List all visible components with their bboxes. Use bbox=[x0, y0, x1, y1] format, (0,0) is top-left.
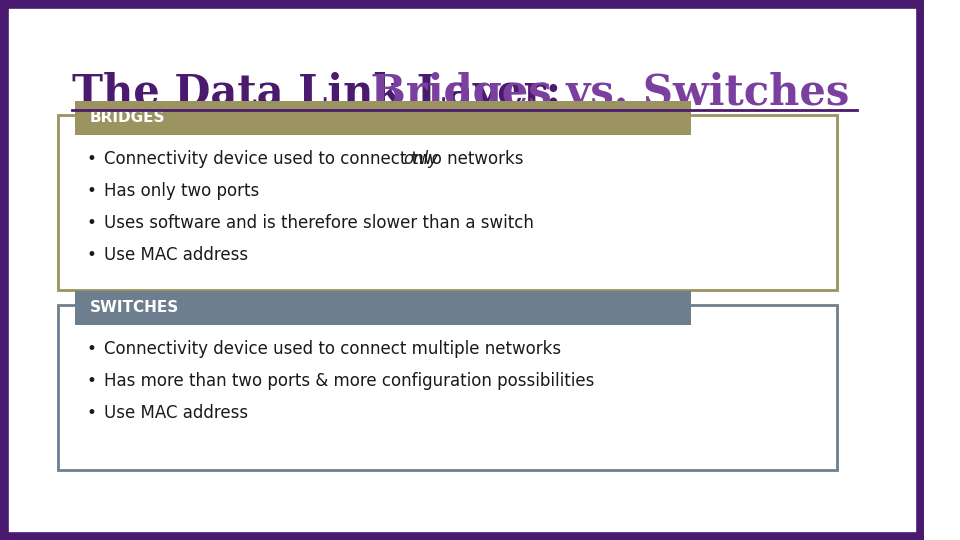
FancyBboxPatch shape bbox=[58, 305, 837, 470]
Text: •: • bbox=[86, 150, 97, 168]
Text: •: • bbox=[86, 246, 97, 264]
Text: •: • bbox=[86, 372, 97, 390]
FancyBboxPatch shape bbox=[58, 115, 837, 290]
Text: Connectivity device used to connect two networks: Connectivity device used to connect two … bbox=[104, 150, 529, 168]
Text: Use MAC address: Use MAC address bbox=[104, 246, 248, 264]
Text: Uses software and is therefore slower than a switch: Uses software and is therefore slower th… bbox=[104, 214, 534, 232]
Text: BRIDGES: BRIDGES bbox=[89, 111, 165, 125]
FancyBboxPatch shape bbox=[75, 291, 691, 325]
Text: •: • bbox=[86, 340, 97, 358]
Text: Connectivity device used to connect multiple networks: Connectivity device used to connect mult… bbox=[104, 340, 561, 358]
Text: only: only bbox=[403, 150, 439, 168]
Text: Has more than two ports & more configuration possibilities: Has more than two ports & more configura… bbox=[104, 372, 594, 390]
Text: The Data Link Layer:: The Data Link Layer: bbox=[72, 72, 562, 114]
Text: •: • bbox=[86, 214, 97, 232]
Text: •: • bbox=[86, 404, 97, 422]
FancyBboxPatch shape bbox=[75, 101, 691, 135]
Text: •: • bbox=[86, 182, 97, 200]
Text: Has only two ports: Has only two ports bbox=[104, 182, 259, 200]
Text: Use MAC address: Use MAC address bbox=[104, 404, 248, 422]
Text: SWITCHES: SWITCHES bbox=[89, 300, 179, 315]
Text: Bridges vs. Switches: Bridges vs. Switches bbox=[356, 72, 850, 114]
